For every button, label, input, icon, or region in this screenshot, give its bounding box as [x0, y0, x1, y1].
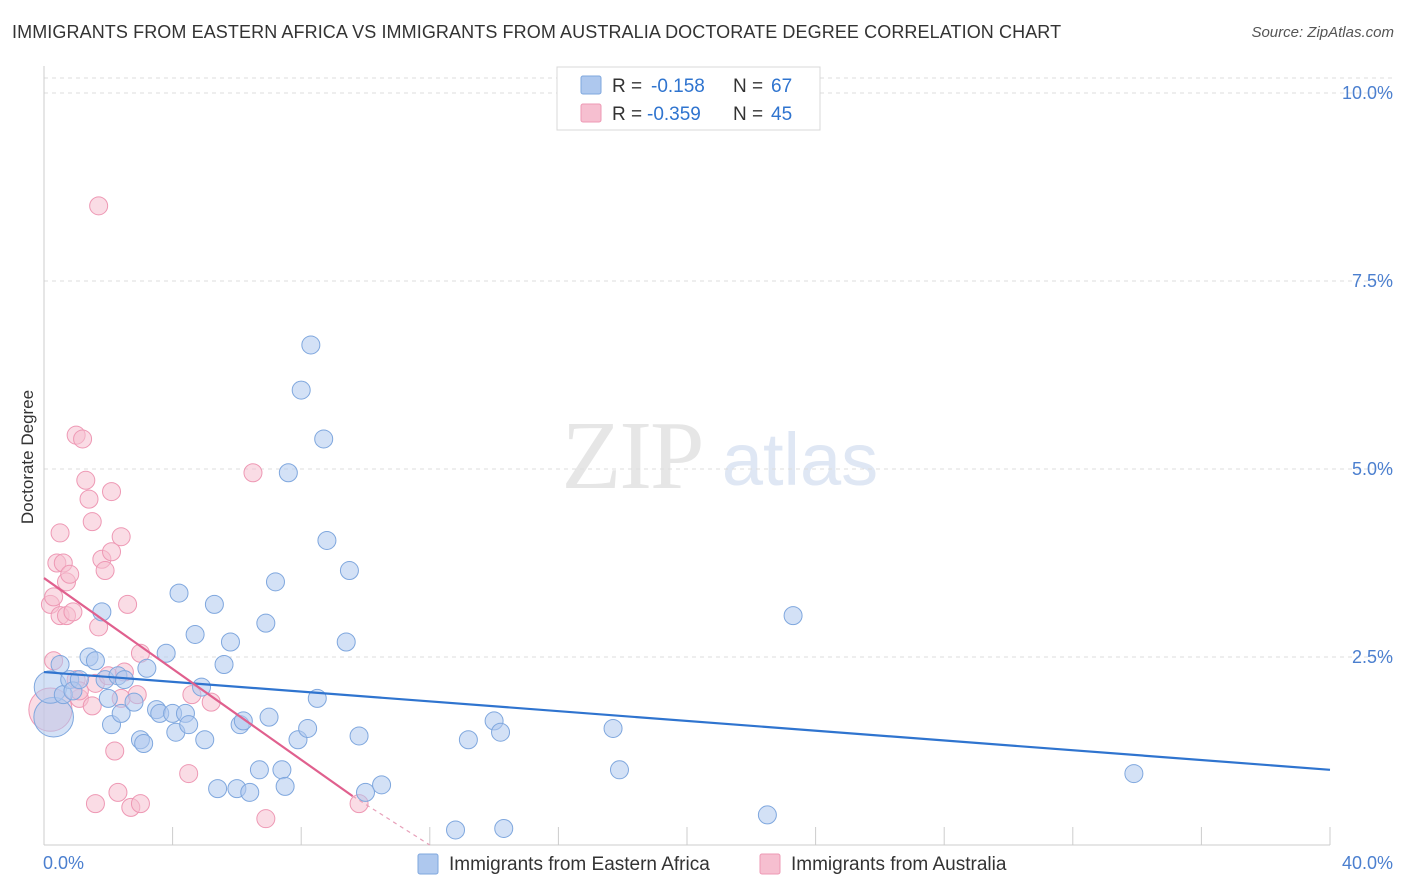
gridlines: [44, 77, 1392, 658]
legend-label-australia: Immigrants from Australia: [791, 854, 1007, 875]
eastern-africa-point: [185, 624, 205, 644]
australia-point: [82, 696, 102, 716]
eastern-africa-point: [179, 715, 199, 735]
stats-r-value-blue: -0.158: [651, 76, 705, 97]
watermark-atlas: atlas: [722, 418, 878, 501]
eastern-africa-point: [137, 658, 157, 678]
trend-line-australia: [43, 577, 354, 798]
chart-title: IMMIGRANTS FROM EASTERN AFRICA VS IMMIGR…: [12, 22, 1062, 42]
australia-point: [63, 602, 83, 622]
eastern-africa-point: [208, 779, 228, 799]
watermark-zip: ZIP: [562, 402, 703, 510]
australia-point: [89, 196, 109, 216]
eastern-africa-point: [220, 632, 240, 652]
eastern-africa-point: [314, 429, 334, 449]
eastern-africa-point: [124, 692, 144, 712]
legend-swatch-australia: [759, 853, 781, 875]
eastern-africa-point: [169, 583, 189, 603]
eastern-africa-point: [291, 380, 311, 400]
australia-point: [256, 809, 276, 829]
stats-r-value-pink: -0.359: [647, 104, 701, 125]
eastern-africa-point: [275, 776, 295, 796]
australia-point: [82, 512, 102, 532]
legend-label-eastern-africa: Immigrants from Eastern Africa: [449, 854, 710, 875]
eastern-africa-point: [98, 688, 118, 708]
stats-legend-swatch-blue: [580, 75, 602, 95]
eastern-africa-point: [301, 335, 321, 355]
australia-point: [243, 463, 263, 483]
y-axis-label: Doctorate Degree: [18, 390, 37, 524]
eastern-africa-point: [458, 730, 478, 750]
australia-point: [105, 741, 125, 761]
y-tick-label: 5.0%: [1352, 459, 1393, 479]
eastern-africa-point: [240, 782, 260, 802]
stats-n-label-pink: N =: [733, 104, 763, 125]
australia-point: [95, 561, 115, 581]
eastern-africa-point: [259, 707, 279, 727]
stats-legend-swatch-pink: [580, 103, 602, 123]
x-tick-label-max: 40.0%: [1342, 853, 1393, 873]
stats-n-label-blue: N =: [733, 76, 763, 97]
y-tick-label: 2.5%: [1352, 647, 1393, 667]
eastern-africa-point: [265, 572, 285, 592]
eastern-africa-point: [609, 760, 629, 780]
eastern-africa-point: [336, 632, 356, 652]
y-tick-label: 10.0%: [1342, 83, 1393, 103]
eastern-africa-point: [446, 820, 466, 840]
trend-line-eastern-africa: [43, 670, 1331, 771]
watermark: ZIP atlas: [562, 402, 879, 510]
eastern-africa-point: [356, 782, 375, 802]
eastern-africa-point: [339, 561, 359, 581]
eastern-africa-point: [372, 775, 392, 795]
australia-point: [50, 523, 70, 543]
eastern-africa-point: [256, 613, 276, 633]
stats-r-label-blue: R =: [612, 76, 642, 97]
eastern-africa-point: [494, 818, 514, 838]
eastern-africa-point: [783, 606, 803, 626]
stats-r-label-pink: R =: [612, 104, 642, 125]
eastern-africa-point: [491, 722, 511, 742]
eastern-africa-point: [272, 760, 292, 780]
trend-lines: [43, 577, 1331, 846]
eastern-africa-point: [204, 594, 224, 614]
eastern-africa-point: [156, 643, 176, 663]
eastern-africa-point: [278, 463, 298, 483]
eastern-africa-point: [85, 651, 105, 671]
eastern-africa-point: [298, 718, 318, 738]
eastern-africa-point: [111, 703, 131, 723]
australia-point: [76, 470, 96, 490]
eastern-africa-point: [349, 726, 369, 746]
australia-point: [73, 429, 93, 449]
australia-point: [111, 527, 131, 547]
series-legend: Immigrants from Eastern Africa Immigrant…: [417, 853, 1007, 875]
eastern-africa-point: [195, 730, 215, 750]
eastern-africa-point: [249, 760, 269, 780]
australia-point: [85, 794, 105, 814]
x-tick-label-min: 0.0%: [43, 853, 84, 873]
legend-swatch-eastern-africa: [417, 853, 439, 875]
eastern-africa-point: [134, 733, 154, 753]
eastern-africa-point: [757, 805, 777, 825]
eastern-africa-point: [1124, 764, 1144, 784]
y-tick-labels: 2.5% 5.0% 7.5% 10.0%: [1342, 83, 1393, 667]
australia-point: [179, 764, 199, 784]
australia-point: [79, 489, 99, 509]
eastern-africa-point: [603, 718, 623, 738]
australia-point: [102, 542, 122, 562]
australia-point: [118, 594, 138, 614]
australia-point: [60, 564, 80, 584]
x-tick-labels: 0.0% 40.0%: [43, 853, 1393, 873]
source-credit: Source: ZipAtlas.com: [1251, 24, 1394, 41]
y-tick-label: 7.5%: [1352, 271, 1393, 291]
australia-point: [108, 782, 128, 802]
australia-point: [44, 587, 64, 607]
eastern-africa-point: [317, 530, 337, 550]
eastern-africa-point: [214, 655, 234, 675]
stats-n-value-pink: 45: [771, 104, 792, 125]
australia-point: [130, 794, 150, 814]
stats-n-value-blue: 67: [771, 76, 792, 97]
stats-legend: R = -0.158 N = 67 R = -0.359 N = 45: [556, 66, 821, 131]
australia-point: [102, 482, 122, 502]
